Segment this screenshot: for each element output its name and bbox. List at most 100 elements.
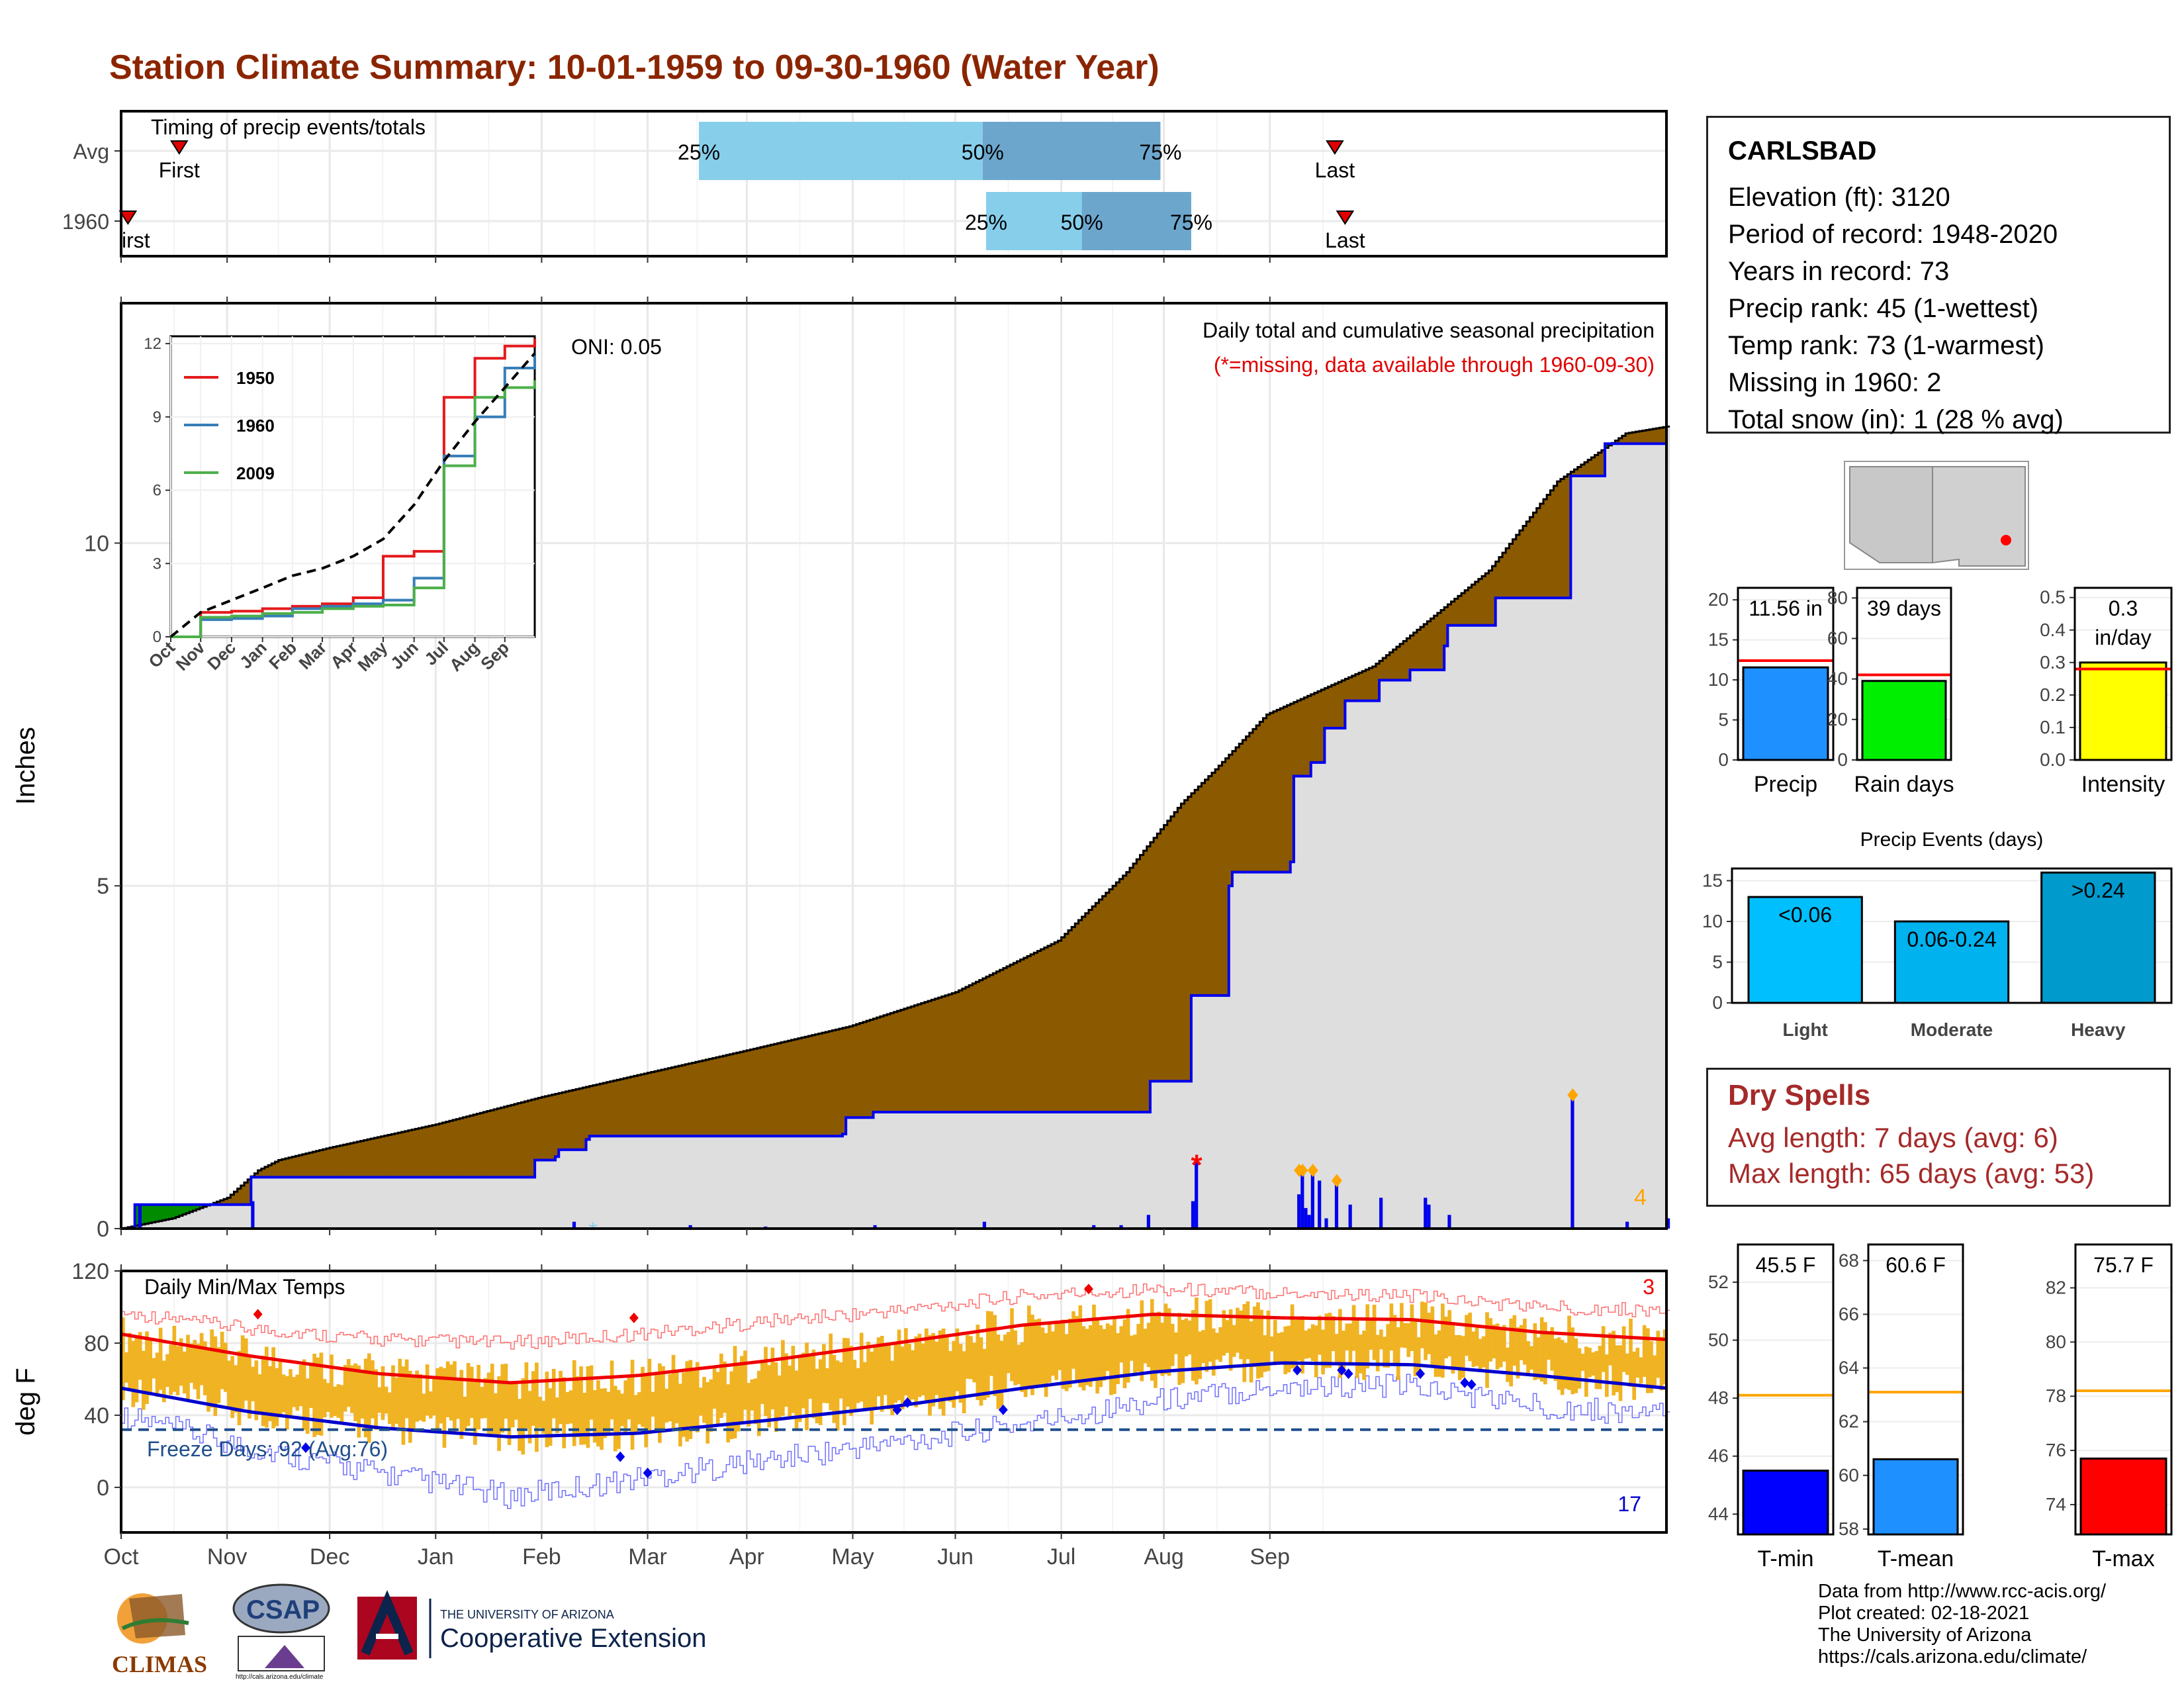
small-y-tick-label: 0 bbox=[1837, 749, 1848, 770]
inset-y-tick-label: 9 bbox=[153, 408, 161, 426]
deficit-area bbox=[1277, 710, 1281, 872]
daily-temp-bar bbox=[1471, 1331, 1476, 1368]
station-missing: Missing in 1960: 2 bbox=[1728, 368, 1942, 397]
daily-temp-bar bbox=[770, 1347, 775, 1410]
small-y-tick-label: 0.2 bbox=[2040, 684, 2066, 705]
surplus-area bbox=[186, 1204, 190, 1213]
daily-temp-bar bbox=[257, 1374, 262, 1413]
daily-temp-bar bbox=[647, 1358, 652, 1434]
deficit-area bbox=[1580, 464, 1585, 476]
daily-temp-bar bbox=[169, 1344, 173, 1395]
daily-temp-bar bbox=[1334, 1334, 1339, 1364]
value-bar bbox=[1742, 1470, 1829, 1536]
daily-temp-bar bbox=[668, 1374, 672, 1422]
record-max-line bbox=[121, 1283, 1670, 1350]
deficit-area bbox=[551, 1094, 556, 1160]
small-y-tick-label: 60 bbox=[1827, 628, 1848, 648]
daily-temp-bar bbox=[610, 1360, 614, 1420]
deficit-area bbox=[1157, 833, 1161, 1082]
deficit-area bbox=[1396, 646, 1400, 680]
daily-temp-bar bbox=[1389, 1303, 1394, 1351]
deficit-area bbox=[1013, 962, 1018, 1112]
record-low-marker bbox=[1460, 1377, 1470, 1388]
deficit-area bbox=[671, 1067, 676, 1137]
deficit-area bbox=[1034, 953, 1038, 1112]
daily-temp-bar bbox=[1516, 1327, 1520, 1379]
deficit-area bbox=[678, 1066, 682, 1137]
deficit-area bbox=[1444, 607, 1448, 646]
daily-temp-bar bbox=[1195, 1297, 1199, 1385]
daily-temp-bar bbox=[1608, 1333, 1612, 1366]
daily-temp-bar bbox=[999, 1340, 1004, 1407]
daily-temp-bar bbox=[1006, 1332, 1011, 1374]
daily-temp-bar bbox=[1051, 1331, 1055, 1376]
daily-temp-bar bbox=[1639, 1357, 1643, 1384]
daily-precip-bar bbox=[1447, 1215, 1451, 1229]
deficit-area bbox=[903, 1008, 908, 1112]
deficit-area bbox=[381, 1136, 385, 1178]
daily-temp-bar bbox=[797, 1358, 802, 1423]
credit-plot-date: Plot created: 02-18-2021 bbox=[1818, 1603, 2030, 1624]
daily-temp-bar bbox=[801, 1352, 805, 1409]
deficit-area bbox=[363, 1140, 368, 1178]
daily-temp-bar bbox=[1457, 1335, 1462, 1380]
daily-temp-bar bbox=[863, 1362, 867, 1411]
deficit-area bbox=[1040, 949, 1045, 1112]
daily-temp-bar bbox=[1495, 1323, 1500, 1370]
deficit-area bbox=[661, 1069, 665, 1137]
daily-temp-bar bbox=[750, 1379, 754, 1411]
deficit-area bbox=[1403, 641, 1407, 680]
daily-temp-bar bbox=[1181, 1319, 1185, 1383]
deficit-area bbox=[709, 1058, 713, 1137]
daily-temp-bar bbox=[897, 1329, 901, 1401]
events-y-tick-label: 15 bbox=[1702, 870, 1723, 890]
daily-temp-bar bbox=[449, 1364, 453, 1421]
daily-precip-bar bbox=[1307, 1215, 1311, 1229]
daily-temp-bar bbox=[486, 1372, 491, 1436]
deficit-area bbox=[999, 970, 1004, 1112]
deficit-area bbox=[1300, 698, 1305, 776]
record-low-marker bbox=[903, 1397, 913, 1408]
deficit-area bbox=[651, 1072, 655, 1137]
daily-precip-bar bbox=[1304, 1207, 1308, 1229]
deficit-area bbox=[1044, 947, 1048, 1112]
small-y-tick-label: 60 bbox=[1839, 1465, 1859, 1485]
daily-temp-bar bbox=[1078, 1305, 1083, 1387]
daily-temp-bar bbox=[917, 1333, 922, 1397]
daily-temp-bar bbox=[572, 1360, 576, 1446]
month-tick-label: Oct bbox=[104, 1544, 139, 1570]
deficit-area bbox=[760, 1047, 764, 1137]
deficit-area bbox=[257, 1170, 262, 1178]
deficit-area bbox=[777, 1043, 782, 1137]
deficit-area bbox=[668, 1068, 672, 1137]
daily-temp-bar bbox=[1492, 1324, 1496, 1359]
daily-temp-bar bbox=[196, 1343, 201, 1399]
daily-temp-bar bbox=[1345, 1323, 1349, 1351]
record-low-marker bbox=[1343, 1368, 1353, 1380]
deficit-area bbox=[852, 1025, 857, 1118]
inset-y-tick-label: 6 bbox=[153, 482, 161, 500]
daily-temp-bar bbox=[353, 1363, 357, 1422]
daily-temp-bar bbox=[477, 1364, 480, 1430]
deficit-area bbox=[1280, 708, 1285, 872]
daily-temp-bar bbox=[1215, 1333, 1219, 1360]
precip-record-marker bbox=[1331, 1174, 1342, 1188]
daily-temp-bar bbox=[856, 1368, 860, 1403]
deficit-area bbox=[463, 1117, 467, 1178]
daily-precip-bar bbox=[1195, 1160, 1199, 1229]
daily-precip-bar bbox=[688, 1225, 692, 1229]
daily-temp-bar bbox=[1475, 1327, 1479, 1366]
daily-temp-bar bbox=[1588, 1348, 1592, 1378]
deficit-area bbox=[846, 1027, 850, 1118]
deficit-area bbox=[941, 996, 946, 1112]
daily-temp-bar bbox=[1102, 1329, 1107, 1381]
deficit-area bbox=[548, 1095, 553, 1160]
first-event-marker bbox=[118, 211, 138, 225]
daily-temp-bar bbox=[993, 1315, 997, 1397]
daily-temp-bar bbox=[1506, 1347, 1510, 1382]
precip-y-tick-label: 10 bbox=[84, 531, 109, 556]
deficit-area bbox=[866, 1021, 870, 1118]
daily-temp-bar bbox=[275, 1368, 279, 1427]
daily-temp-bar bbox=[1536, 1337, 1541, 1380]
deficit-area bbox=[412, 1129, 416, 1178]
